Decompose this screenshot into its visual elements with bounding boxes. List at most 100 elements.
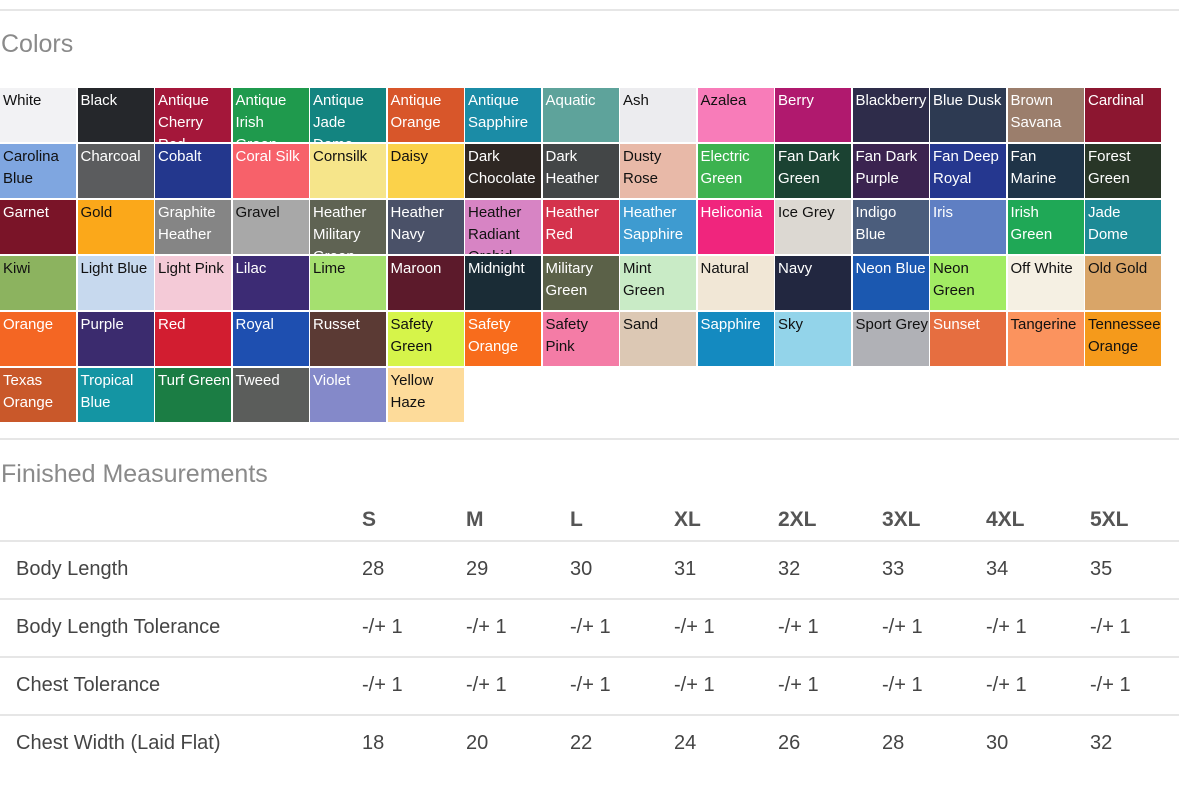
row-value: -/+ 1	[1090, 616, 1131, 638]
color-swatch: Royal	[232, 312, 309, 366]
color-swatch: Neon Green	[930, 256, 1006, 310]
color-swatch: Graphite Heather	[155, 200, 231, 254]
row-label: Body Length Tolerance	[16, 616, 221, 638]
color-swatch: Irish Green	[1007, 200, 1084, 254]
color-swatch: Military Green	[542, 256, 619, 310]
color-swatch: Dark Chocolate	[465, 144, 541, 198]
row-divider	[0, 656, 1179, 658]
row-divider	[0, 598, 1179, 600]
color-swatch: Lime	[310, 256, 386, 310]
color-swatch: Gravel	[232, 200, 309, 254]
color-swatch: Safety Pink	[542, 312, 619, 366]
row-value: 29	[466, 558, 489, 580]
color-swatch: Kiwi	[0, 256, 76, 310]
color-swatch: Turf Green	[155, 368, 231, 422]
row-value: -/+ 1	[986, 674, 1027, 696]
color-swatch: Dark Heather	[542, 144, 619, 198]
row-divider	[0, 714, 1179, 716]
color-swatch: Maroon	[387, 256, 464, 310]
size-header: L	[570, 508, 583, 531]
color-swatch: Safety Green	[387, 312, 464, 366]
color-swatch: Mint Green	[620, 256, 696, 310]
color-swatch: Fan Marine	[1007, 144, 1084, 198]
row-value: -/+ 1	[882, 674, 923, 696]
row-divider	[0, 540, 1179, 542]
color-swatch: Black	[77, 88, 154, 142]
row-value: 22	[570, 732, 593, 754]
color-swatch: Heather Red	[542, 200, 619, 254]
color-swatch: Antique Jade Dome	[310, 88, 386, 142]
color-swatch: Tangerine	[1007, 312, 1084, 366]
section-title: Finished Measurements	[1, 460, 268, 488]
size-header: S	[362, 508, 377, 531]
color-swatch: Blue Dusk	[930, 88, 1006, 142]
color-swatch: Antique Orange	[387, 88, 464, 142]
color-swatch: Sport Grey	[852, 312, 929, 366]
row-value: -/+ 1	[362, 616, 403, 638]
row-value: 28	[882, 732, 905, 754]
color-swatch: Indigo Blue	[852, 200, 929, 254]
color-swatch: Fan Deep Royal	[930, 144, 1006, 198]
color-swatch: Berry	[775, 88, 851, 142]
color-swatch: Heather Sapphire	[620, 200, 696, 254]
color-swatch: Purple	[77, 312, 154, 366]
row-value: -/+ 1	[570, 674, 611, 696]
color-swatch: Sand	[620, 312, 696, 366]
row-value: 32	[1090, 732, 1113, 754]
color-swatch: Safety Orange	[465, 312, 541, 366]
color-swatch: White	[0, 88, 76, 142]
color-swatch: Heather Radiant Orchid	[465, 200, 541, 254]
divider	[0, 438, 1179, 440]
row-value: -/+ 1	[674, 616, 715, 638]
color-swatch: Tropical Blue	[77, 368, 154, 422]
color-swatch: Tennessee Orange	[1085, 312, 1161, 366]
color-swatch: Yellow Haze	[387, 368, 464, 422]
color-swatch: Coral Silk	[232, 144, 309, 198]
row-value: -/+ 1	[1090, 674, 1131, 696]
color-swatch: Old Gold	[1085, 256, 1161, 310]
row-value: 32	[778, 558, 801, 580]
color-swatch: Cobalt	[155, 144, 231, 198]
color-swatch: Daisy	[387, 144, 464, 198]
divider	[0, 9, 1179, 11]
row-value: -/+ 1	[362, 674, 403, 696]
color-swatch: Cardinal	[1085, 88, 1161, 142]
color-swatch: Iris	[930, 200, 1006, 254]
color-swatch: Fan Dark Green	[775, 144, 851, 198]
color-swatch: Sapphire	[697, 312, 774, 366]
section-title: Colors	[1, 30, 74, 58]
color-swatch: Natural	[697, 256, 774, 310]
color-swatch: Forest Green	[1085, 144, 1161, 198]
color-swatch: Fan Dark Purple	[852, 144, 929, 198]
row-value: 28	[362, 558, 385, 580]
color-swatch: Lilac	[232, 256, 309, 310]
color-swatch: Azalea	[697, 88, 774, 142]
row-value: 33	[882, 558, 905, 580]
row-value: 26	[778, 732, 801, 754]
size-header: 3XL	[882, 508, 921, 531]
row-value: 20	[466, 732, 489, 754]
color-swatch: Sky	[775, 312, 851, 366]
color-swatch: Dusty Rose	[620, 144, 696, 198]
row-value: 30	[986, 732, 1009, 754]
color-swatch: Cornsilk	[310, 144, 386, 198]
row-label: Chest Tolerance	[16, 674, 161, 696]
color-swatch: Texas Orange	[0, 368, 76, 422]
color-swatch: Light Pink	[155, 256, 231, 310]
color-swatch: Brown Savana	[1007, 88, 1084, 142]
color-swatch: Charcoal	[77, 144, 154, 198]
row-value: 35	[1090, 558, 1113, 580]
color-swatch: Carolina Blue	[0, 144, 76, 198]
color-swatch: Russet	[310, 312, 386, 366]
size-header: 5XL	[1090, 508, 1129, 531]
color-swatch: Light Blue	[77, 256, 154, 310]
row-value: -/+ 1	[674, 674, 715, 696]
color-swatch: Jade Dome	[1085, 200, 1161, 254]
color-swatch: Antique Sapphire	[465, 88, 541, 142]
row-value: 30	[570, 558, 593, 580]
size-header: 2XL	[778, 508, 817, 531]
color-swatch: Off White	[1007, 256, 1084, 310]
color-swatch: Ash	[620, 88, 696, 142]
color-swatch: Orange	[0, 312, 76, 366]
